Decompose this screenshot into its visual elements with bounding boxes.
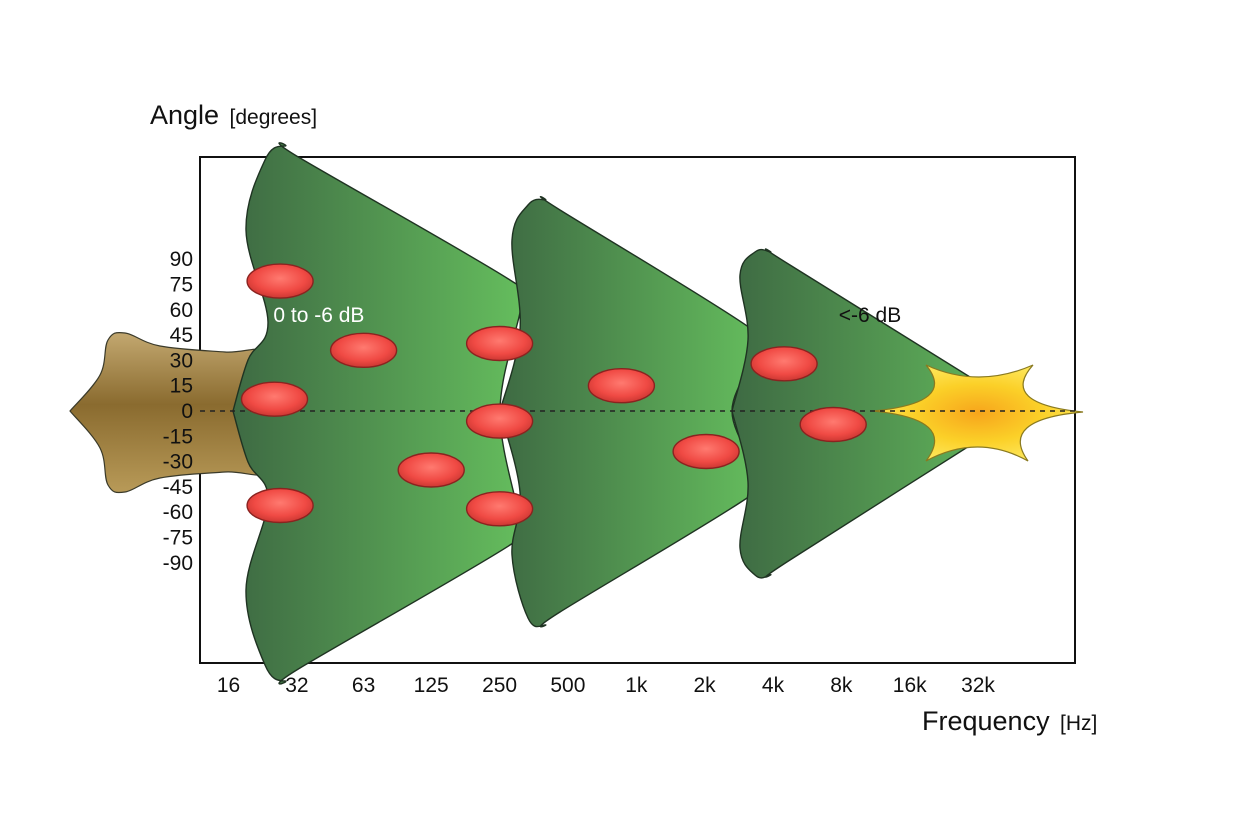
ornament-point [465,403,534,439]
x-tick-label: 250 [482,674,517,697]
y-tick-label: 90 [170,248,193,271]
ornament-point [799,406,867,443]
annotation-label: <-6 dB [839,304,901,327]
y-axis-unit: [degrees] [230,106,318,129]
star-region [872,364,1084,462]
ornament-point [672,433,740,470]
x-tick-label: 16k [893,674,927,697]
x-tick-label: 125 [414,674,449,697]
y-tick-label: 45 [170,324,193,347]
ornament-point [246,487,314,524]
ornament-point [240,381,309,417]
x-tick-label: 63 [352,674,375,697]
y-tick-label: 0 [181,400,193,423]
ornament-point [750,346,818,382]
x-axis-ticks: 16 32 63 125 250 500 1k 2k 4k 8k 16k 32k [217,674,996,697]
y-axis-title: Angle [degrees] [150,100,317,130]
x-axis-label: Frequency [922,706,1050,736]
y-tick-label: -90 [163,552,193,575]
x-tick-label: 8k [830,674,853,697]
x-tick-label: 16 [217,674,240,697]
y-tick-label: -75 [163,527,193,550]
y-tick-label: 60 [170,299,193,322]
ornament-point [465,491,534,527]
x-tick-label: 32 [285,674,308,697]
tree-regions [69,142,1084,685]
x-tick-label: 2k [694,674,717,697]
ornament-point [397,452,465,488]
annotation-label: 0 to -6 dB [273,304,364,327]
y-tick-label: -30 [163,451,193,474]
x-tick-label: 32k [961,674,995,697]
ornament-point [587,368,656,404]
x-tick-label: 500 [550,674,585,697]
ornament-points [240,263,867,527]
y-axis-label: Angle [150,100,219,130]
ornament-point [246,263,314,299]
y-tick-label: -15 [163,425,193,448]
x-axis-unit: [Hz] [1060,712,1097,735]
y-tick-label: 30 [170,349,193,372]
y-tick-label: 15 [170,375,193,398]
x-tick-label: 4k [762,674,785,697]
ornament-point [329,332,398,368]
x-axis-title: Frequency [Hz] [922,706,1097,736]
annotations: 0 to -6 dB <-6 dB [273,304,901,327]
x-tick-label: 1k [625,674,648,697]
y-tick-label: -45 [163,476,193,499]
y-tick-label: 75 [170,274,193,297]
ornament-point [465,325,534,362]
y-tick-label: -60 [163,501,193,524]
